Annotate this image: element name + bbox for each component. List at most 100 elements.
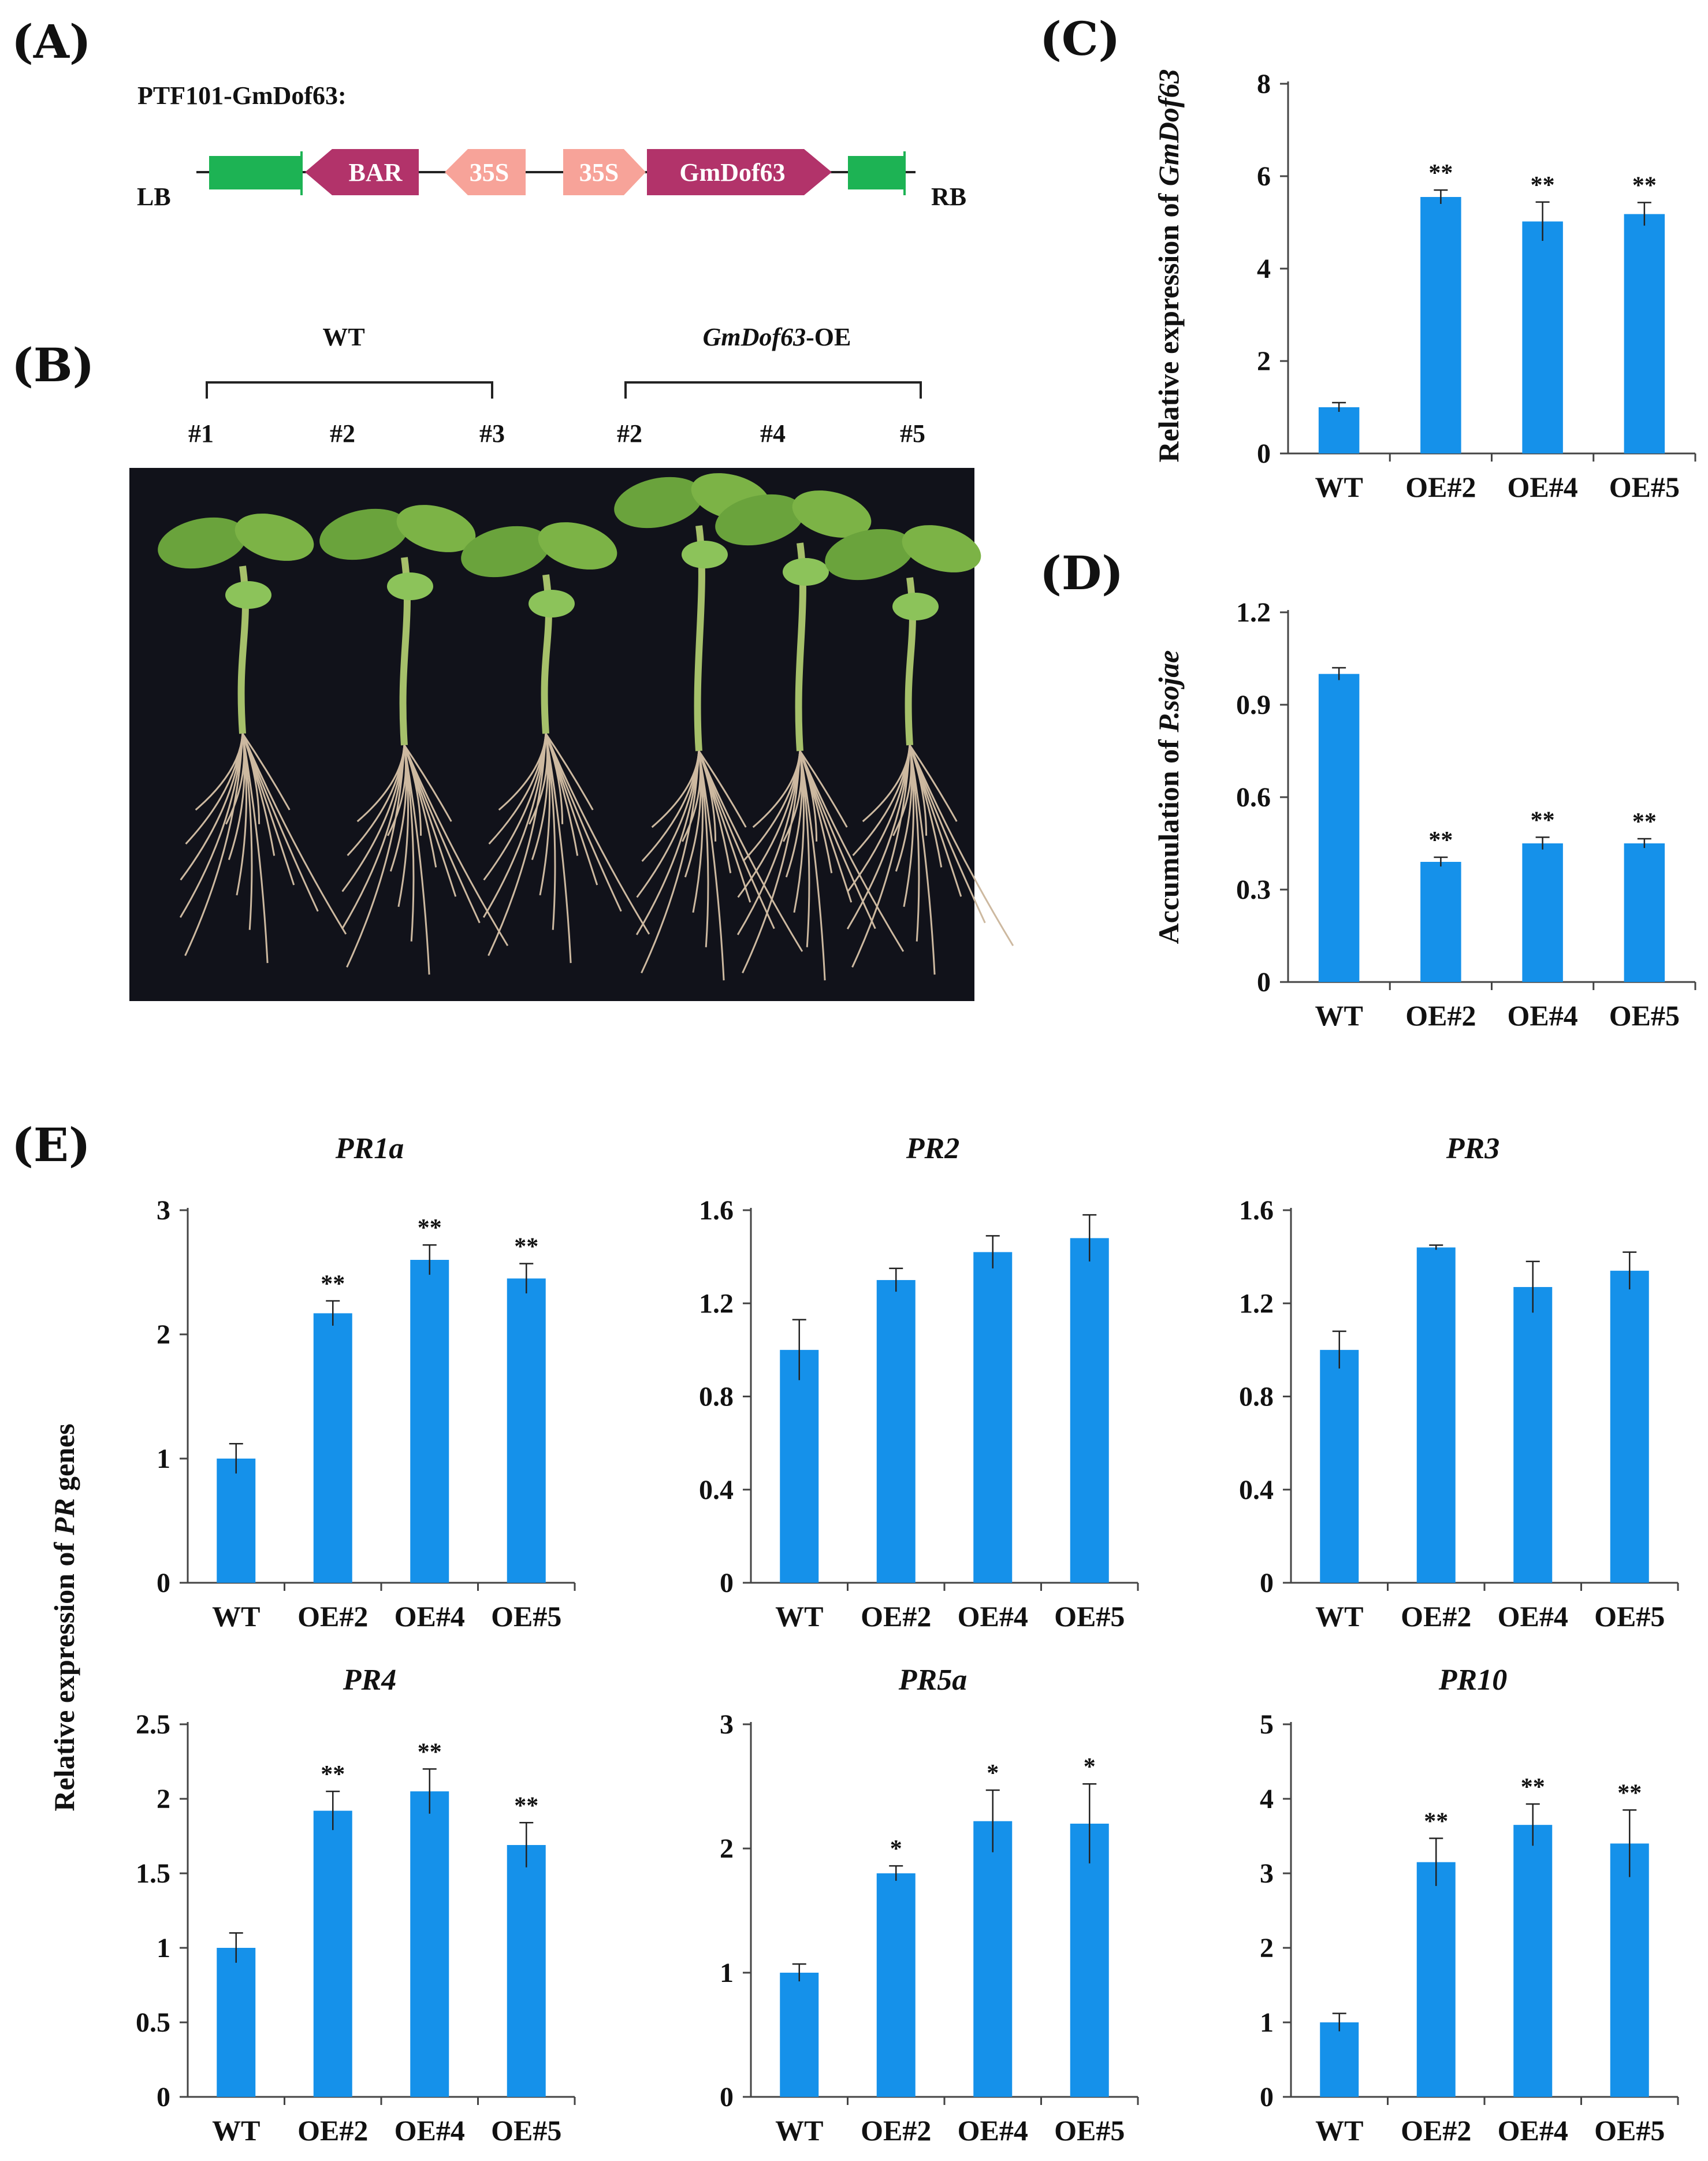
pr10-significance-marker: ** [1617,1780,1642,1806]
pr3-category-label: WT [1315,1600,1363,1632]
wt-group-label: WT [322,323,364,351]
leaf [387,572,433,600]
pr10-bar-wt [1320,2022,1359,2097]
c-ytick-label: 6 [1257,161,1271,192]
root [909,745,936,975]
d-ytick-label: 1.2 [1236,597,1271,628]
root [799,750,905,952]
d-significance-marker: ** [1531,807,1555,834]
d-ytick-label: 0.9 [1236,690,1271,720]
leaf [614,477,703,529]
root [341,745,405,929]
panel-label-e: (E) [12,1118,91,1172]
root [698,750,709,947]
oe-line-2-label: #2 [617,419,642,448]
chart-pr4: 0 0.5 1 1.5 2 2.5 WT OE#2 ** OE#4 ** OE#5 ** PR4 [136,1664,576,2147]
pr10-category-label: OE#4 [1498,2114,1568,2147]
promoter-label-left: 35S [470,158,509,187]
pr4-bar-wt [217,1948,256,2097]
seedling [715,490,905,981]
pr5a-significance-marker: * [987,1760,999,1787]
pr1a-category-label: OE#2 [297,1600,368,1632]
pr2-ytick-label: 1.6 [699,1195,734,1226]
c-significance-marker: ** [1531,172,1555,199]
pr3-bar-oe4 [1513,1287,1553,1583]
leaf [682,541,728,568]
wt-line-3-label: #3 [479,419,505,448]
leaf [892,593,939,620]
pr4-bar-oe5 [507,1844,546,2097]
pr3-category-label: OE#5 [1594,1600,1665,1632]
pr-genes-ylabel: Relative expression of PR genes [48,1423,80,1811]
pr4-title: PR4 [343,1664,396,1697]
pr3-category-label: OE#2 [1401,1600,1471,1632]
pr10-category-label: WT [1315,2114,1363,2147]
wt-line-2-label: #2 [330,419,355,448]
pr5a-bar-oe5 [1070,1824,1109,2097]
seedling [158,514,347,964]
oe-line-4-label: #4 [760,419,786,448]
root [488,733,547,957]
root [184,733,244,957]
promoter-arrow-right [563,149,646,195]
promoter-label-right: 35S [579,158,619,187]
root [403,745,481,924]
bar-label: BAR [349,158,403,187]
pr2-category-label: OE#2 [861,1600,931,1632]
pr1a-bar-wt [217,1459,256,1583]
chart-psojae-accumulation: 0 0.3 0.6 0.9 1.2 WT OE#2 ** OE#4 ** OE#5 ** Accumul… [1152,597,1696,1032]
pr5a-category-label: WT [775,2114,823,2147]
gene-label: GmDof63 [679,158,785,187]
pr4-significance-marker: ** [418,1739,442,1765]
leaf [461,526,550,578]
root [799,750,810,947]
d-significance-marker: ** [1632,809,1657,835]
root [482,733,547,918]
pr2-title: PR2 [906,1132,959,1165]
root [241,733,347,935]
pr2-ytick-label: 0 [720,1568,734,1598]
c-significance-marker: ** [1632,173,1657,199]
root [698,750,775,929]
leaf [538,522,617,570]
pr10-bar-oe4 [1513,1825,1553,2097]
leaf [225,581,271,609]
root [403,745,430,975]
leaf [902,525,981,572]
pr3-bar-oe5 [1610,1270,1649,1583]
pr5a-bar-oe2 [876,1873,916,2097]
oe-group-label: GmDof63-OE [703,323,851,351]
d-bar-wt [1318,674,1360,982]
pr5a-ytick-label: 3 [720,1709,734,1740]
pr1a-bar-oe4 [410,1260,449,1583]
pr3-ytick-label: 1.6 [1239,1195,1274,1226]
c-category-label: WT [1315,471,1363,503]
pr1a-bar-oe5 [507,1278,546,1583]
panel-label-d: (D) [1040,546,1123,600]
pr5a-ytick-label: 0 [720,2082,734,2112]
chart-pr2: 0 0.4 0.8 1.2 1.6 WT OE#2 OE#4 OE#5 PR2 [699,1132,1139,1632]
panel-label-c: (C) [1040,12,1120,66]
gmdof63-gene-arrow [647,149,832,195]
pr3-title: PR3 [1446,1132,1499,1165]
pr10-bar-oe2 [1416,1862,1456,2097]
leaf [783,558,829,586]
wt-bracket [206,381,493,399]
root [403,745,452,822]
d-category-label: OE#4 [1508,999,1578,1032]
root [545,733,572,964]
root [545,733,594,810]
rb-label: RB [931,183,966,211]
root [909,745,1014,946]
d-bar-oe5 [1624,843,1665,982]
root [241,733,319,912]
d-category-label: WT [1315,999,1363,1032]
oe-line-5-label: #5 [900,419,925,448]
pr1a-ytick-label: 3 [157,1195,170,1226]
seedlings [158,473,1014,981]
d-bar-oe2 [1420,862,1461,982]
c-category-label: OE#2 [1405,471,1476,503]
root [742,750,801,974]
pr10-ytick-label: 0 [1260,2082,1274,2112]
root [909,745,986,924]
